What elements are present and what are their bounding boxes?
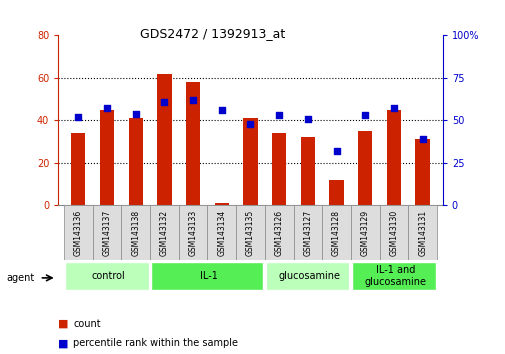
Point: [275, 113, 283, 118]
Bar: [272, 133, 286, 205]
Bar: [243, 118, 257, 205]
Bar: [236, 205, 264, 260]
Bar: [300, 137, 315, 205]
Point: [389, 105, 397, 111]
Text: GSM143131: GSM143131: [417, 210, 426, 256]
Text: GSM143129: GSM143129: [360, 210, 369, 256]
Point: [131, 111, 139, 116]
Bar: [151, 262, 263, 290]
Bar: [214, 203, 228, 205]
Bar: [207, 205, 236, 260]
Bar: [178, 205, 207, 260]
Bar: [329, 180, 343, 205]
Bar: [128, 118, 142, 205]
Bar: [157, 74, 171, 205]
Bar: [92, 205, 121, 260]
Bar: [64, 205, 92, 260]
Bar: [149, 205, 178, 260]
Text: GSM143130: GSM143130: [389, 210, 397, 256]
Bar: [99, 110, 114, 205]
Point: [160, 99, 168, 104]
Bar: [408, 205, 436, 260]
Point: [361, 113, 369, 118]
Text: GSM143136: GSM143136: [74, 210, 83, 256]
Bar: [379, 205, 408, 260]
Bar: [351, 262, 435, 290]
Bar: [415, 139, 429, 205]
Text: percentile rank within the sample: percentile rank within the sample: [73, 338, 238, 348]
Bar: [386, 110, 400, 205]
Bar: [185, 82, 200, 205]
Point: [246, 121, 254, 127]
Bar: [293, 205, 322, 260]
Bar: [266, 262, 349, 290]
Point: [189, 97, 197, 103]
Point: [74, 114, 82, 120]
Text: GSM143134: GSM143134: [217, 210, 226, 256]
Bar: [358, 131, 372, 205]
Text: count: count: [73, 319, 101, 329]
Text: GSM143127: GSM143127: [303, 210, 312, 256]
Text: GSM143135: GSM143135: [245, 210, 255, 256]
Text: GSM143137: GSM143137: [103, 210, 111, 256]
Text: GSM143133: GSM143133: [188, 210, 197, 256]
Bar: [264, 205, 293, 260]
Text: GSM143132: GSM143132: [160, 210, 169, 256]
Bar: [322, 205, 350, 260]
Bar: [65, 262, 148, 290]
Bar: [121, 205, 149, 260]
Text: GSM143138: GSM143138: [131, 210, 140, 256]
Text: control: control: [91, 271, 125, 281]
Text: ■: ■: [58, 319, 69, 329]
Bar: [350, 205, 379, 260]
Point: [103, 105, 111, 111]
Text: IL-1 and
glucosamine: IL-1 and glucosamine: [364, 265, 426, 287]
Point: [418, 136, 426, 142]
Point: [217, 107, 225, 113]
Text: GSM143128: GSM143128: [331, 210, 340, 256]
Bar: [71, 133, 85, 205]
Text: ■: ■: [58, 338, 69, 348]
Point: [332, 148, 340, 154]
Text: GDS2472 / 1392913_at: GDS2472 / 1392913_at: [139, 27, 285, 40]
Text: agent: agent: [6, 273, 34, 283]
Text: IL-1: IL-1: [199, 271, 217, 281]
Point: [303, 116, 311, 121]
Text: glucosamine: glucosamine: [278, 271, 340, 281]
Text: GSM143126: GSM143126: [274, 210, 283, 256]
